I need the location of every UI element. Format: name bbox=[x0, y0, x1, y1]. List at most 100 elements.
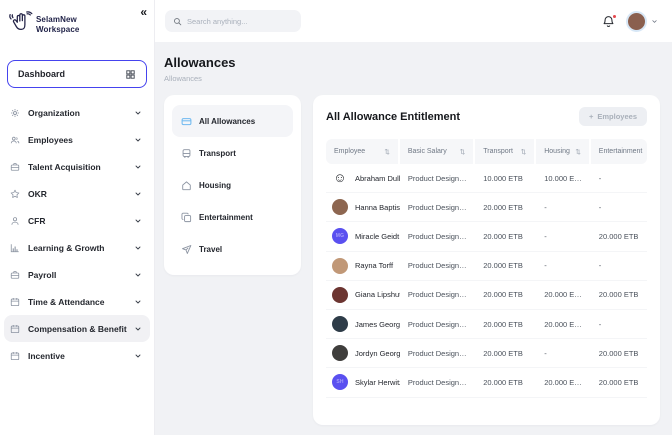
collapse-sidebar-icon[interactable]: « bbox=[140, 5, 147, 19]
dashboard-label: Dashboard bbox=[18, 69, 66, 79]
column-label: Employee bbox=[334, 148, 366, 155]
search-input[interactable] bbox=[187, 16, 293, 26]
column-label: Transport bbox=[483, 148, 513, 155]
chevron-down-icon bbox=[134, 217, 142, 225]
table-row[interactable]: SH Skylar Herwitz Product Design Lead 20… bbox=[326, 368, 647, 398]
transport-cell: 20.000 ETB bbox=[483, 319, 523, 329]
sidebar-item-label: Payroll bbox=[28, 269, 57, 280]
chevron-down-icon bbox=[134, 136, 142, 144]
wallet-icon bbox=[181, 116, 192, 127]
sidebar-nav: Organization Employees Talent Acquisitio… bbox=[0, 99, 154, 369]
table-row[interactable]: Giana Lipshutz Product Design Lead 20.00… bbox=[326, 281, 647, 310]
sort-icon[interactable]: ⇅ bbox=[575, 148, 581, 156]
gear-icon bbox=[10, 108, 22, 118]
sidebar-item-payroll[interactable]: Payroll bbox=[4, 261, 150, 288]
employee-name: Skylar Herwitz bbox=[355, 377, 400, 387]
category-label: Entertainment bbox=[199, 212, 253, 222]
tickets-icon bbox=[181, 212, 192, 223]
employee-name: James George bbox=[355, 319, 400, 329]
notification-bell-icon[interactable] bbox=[602, 13, 617, 28]
transport-cell: 20.000 ETB bbox=[483, 348, 523, 358]
calendar-icon bbox=[10, 351, 22, 361]
category-label: Housing bbox=[199, 180, 231, 190]
transport-cell: 20.000 ETB bbox=[483, 202, 523, 212]
table-row[interactable]: MG Miracle Geidt Product Design Lead 20.… bbox=[326, 222, 647, 252]
column-header-entertainment[interactable]: Entertainment bbox=[590, 139, 647, 164]
avatar-glyph: MG bbox=[335, 233, 345, 240]
sidebar-item-organization[interactable]: Organization bbox=[4, 99, 150, 126]
home-icon bbox=[181, 180, 192, 191]
category-travel[interactable]: Travel bbox=[172, 233, 293, 265]
plus-icon: + bbox=[589, 112, 594, 121]
chevron-down-icon bbox=[134, 325, 142, 333]
basic-salary-cell: Product Design Lead bbox=[407, 173, 476, 183]
column-header-basic-salary[interactable]: Basic Salary ⇅ bbox=[399, 139, 476, 164]
entertainment-cell: 20.000 ETB bbox=[598, 290, 639, 300]
sidebar-item-label: CFR bbox=[28, 215, 46, 226]
search-box[interactable] bbox=[165, 10, 301, 32]
housing-cell: - bbox=[544, 231, 547, 241]
table-row[interactable]: James George Product Design Lead 20.000 … bbox=[326, 310, 647, 340]
employee-name: Hanna Baptista bbox=[355, 202, 400, 212]
sidebar-item-label: Compensation & Benefit bbox=[28, 323, 127, 334]
column-header-transport[interactable]: Transport ⇅ bbox=[475, 139, 537, 164]
avatar-glyph: ☺ bbox=[333, 170, 347, 186]
housing-cell: - bbox=[544, 202, 547, 212]
sort-icon[interactable]: ⇅ bbox=[459, 148, 466, 156]
hand-logo-icon bbox=[7, 10, 34, 37]
category-transport[interactable]: Transport bbox=[172, 137, 293, 169]
topbar bbox=[155, 0, 672, 42]
user-menu[interactable] bbox=[626, 10, 658, 32]
entertainment-cell: 20.000 ETB bbox=[598, 377, 639, 387]
category-housing[interactable]: Housing bbox=[172, 169, 293, 201]
entertainment-cell: 20.000 ETB bbox=[598, 231, 639, 241]
page-title: Allowances bbox=[164, 55, 236, 70]
employee-name: Miracle Geidt bbox=[355, 231, 400, 241]
add-employees-button[interactable]: + Employees bbox=[579, 107, 647, 126]
sidebar-item-label: Organization bbox=[28, 107, 80, 118]
sidebar-item-compensation-benefit[interactable]: Compensation & Benefit bbox=[4, 315, 150, 342]
avatar bbox=[332, 345, 348, 362]
sidebar-item-time-attendance[interactable]: Time & Attendance bbox=[4, 288, 150, 315]
chevron-down-icon bbox=[134, 271, 142, 279]
table-row[interactable]: Rayna Torff Product Design Lead 20.000 E… bbox=[326, 252, 647, 281]
sidebar-item-label: Time & Attendance bbox=[28, 296, 105, 307]
category-entertainment[interactable]: Entertainment bbox=[172, 201, 293, 233]
sidebar-item-cfr[interactable]: CFR bbox=[4, 207, 150, 234]
sidebar-item-employees[interactable]: Employees bbox=[4, 126, 150, 153]
avatar: ☺ bbox=[332, 170, 348, 187]
column-header-housing[interactable]: Housing ⇅ bbox=[536, 139, 591, 164]
entertainment-cell: - bbox=[598, 319, 602, 329]
allowance-entitlement-card: All Allowance Entitlement + Employees Em… bbox=[313, 95, 660, 425]
employee-name: Abraham Dulla bbox=[355, 173, 400, 183]
table-row[interactable]: ☺ Abraham Dulla Product Design Lead 10.0… bbox=[326, 164, 647, 194]
entertainment-cell: - bbox=[598, 261, 602, 271]
housing-cell: 10.000 ETB bbox=[544, 173, 584, 183]
avatar[interactable] bbox=[626, 10, 647, 32]
table-row[interactable]: Hanna Baptista Product Design Lead 20.00… bbox=[326, 193, 647, 223]
sidebar-item-label: Employees bbox=[28, 134, 73, 145]
avatar bbox=[332, 257, 348, 274]
basic-salary-cell: Product Design Lead bbox=[407, 319, 476, 329]
entertainment-cell: 20.000 ETB bbox=[598, 348, 639, 358]
chevron-down-icon bbox=[134, 244, 142, 252]
sort-icon[interactable]: ⇅ bbox=[520, 148, 527, 156]
housing-cell: 20.000 ETB bbox=[544, 377, 584, 387]
sort-icon[interactable]: ⇅ bbox=[384, 148, 390, 156]
sidebar-item-incentive[interactable]: Incentive bbox=[4, 342, 150, 369]
column-label: Entertainment bbox=[598, 148, 643, 155]
category-all-allowances[interactable]: All Allowances bbox=[172, 105, 293, 137]
chevron-down-icon bbox=[651, 18, 658, 25]
basic-salary-cell: Product Design Lead bbox=[407, 231, 476, 241]
sidebar-item-learning-growth[interactable]: Learning & Growth bbox=[4, 234, 150, 261]
category-label: Travel bbox=[199, 244, 223, 254]
sidebar-item-okr[interactable]: OKR bbox=[4, 180, 150, 207]
column-header-employee[interactable]: Employee ⇅ bbox=[326, 139, 400, 164]
dashboard-button[interactable]: Dashboard bbox=[7, 60, 147, 88]
chevron-down-icon bbox=[134, 298, 142, 306]
table-row[interactable]: Jordyn George Product Design Lead 20.000… bbox=[326, 339, 647, 369]
calendar-icon bbox=[10, 297, 22, 307]
sidebar-item-talent-acquisition[interactable]: Talent Acquisition bbox=[4, 153, 150, 180]
brand-name: SelamNew Workspace bbox=[36, 15, 79, 34]
